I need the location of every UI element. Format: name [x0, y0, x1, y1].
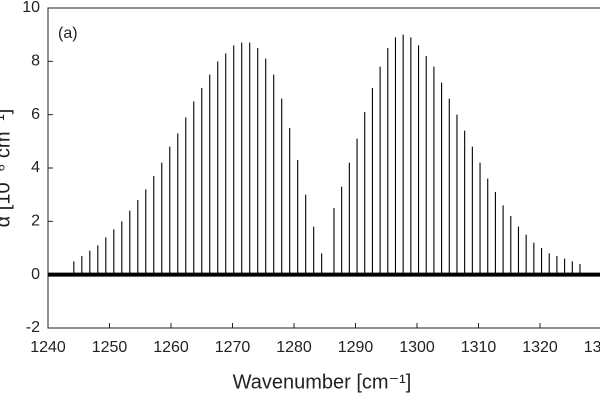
x-tick-label: 1310	[461, 339, 497, 356]
plot-frame	[47, 7, 600, 329]
y-tick-label: 8	[31, 53, 40, 70]
y-tick-label: 2	[31, 213, 40, 230]
x-tick-label: 1320	[522, 339, 558, 356]
x-tick-label: 1280	[276, 339, 312, 356]
panel-label: (a)	[58, 25, 78, 42]
y-tick-label: 4	[31, 159, 40, 176]
x-axis-label: Wavenumber [cm⁻¹]	[233, 371, 412, 393]
x-tick-label: 1240	[30, 339, 66, 356]
y-tick-label: 0	[31, 266, 40, 283]
x-tick-label: 1270	[215, 339, 251, 356]
x-tick-label: 1300	[399, 339, 435, 356]
y-axis-label: α [10⁻⁶ cm⁻¹]	[0, 109, 14, 228]
y-tick-label: 6	[31, 106, 40, 123]
y-tick-label: -2	[26, 319, 40, 336]
y-tick-label: 10	[22, 0, 40, 16]
x-tick-label: 1330	[584, 339, 600, 356]
x-tick-label: 1260	[153, 339, 189, 356]
x-tick-label: 1290	[338, 339, 374, 356]
x-tick-label: 1250	[92, 339, 128, 356]
